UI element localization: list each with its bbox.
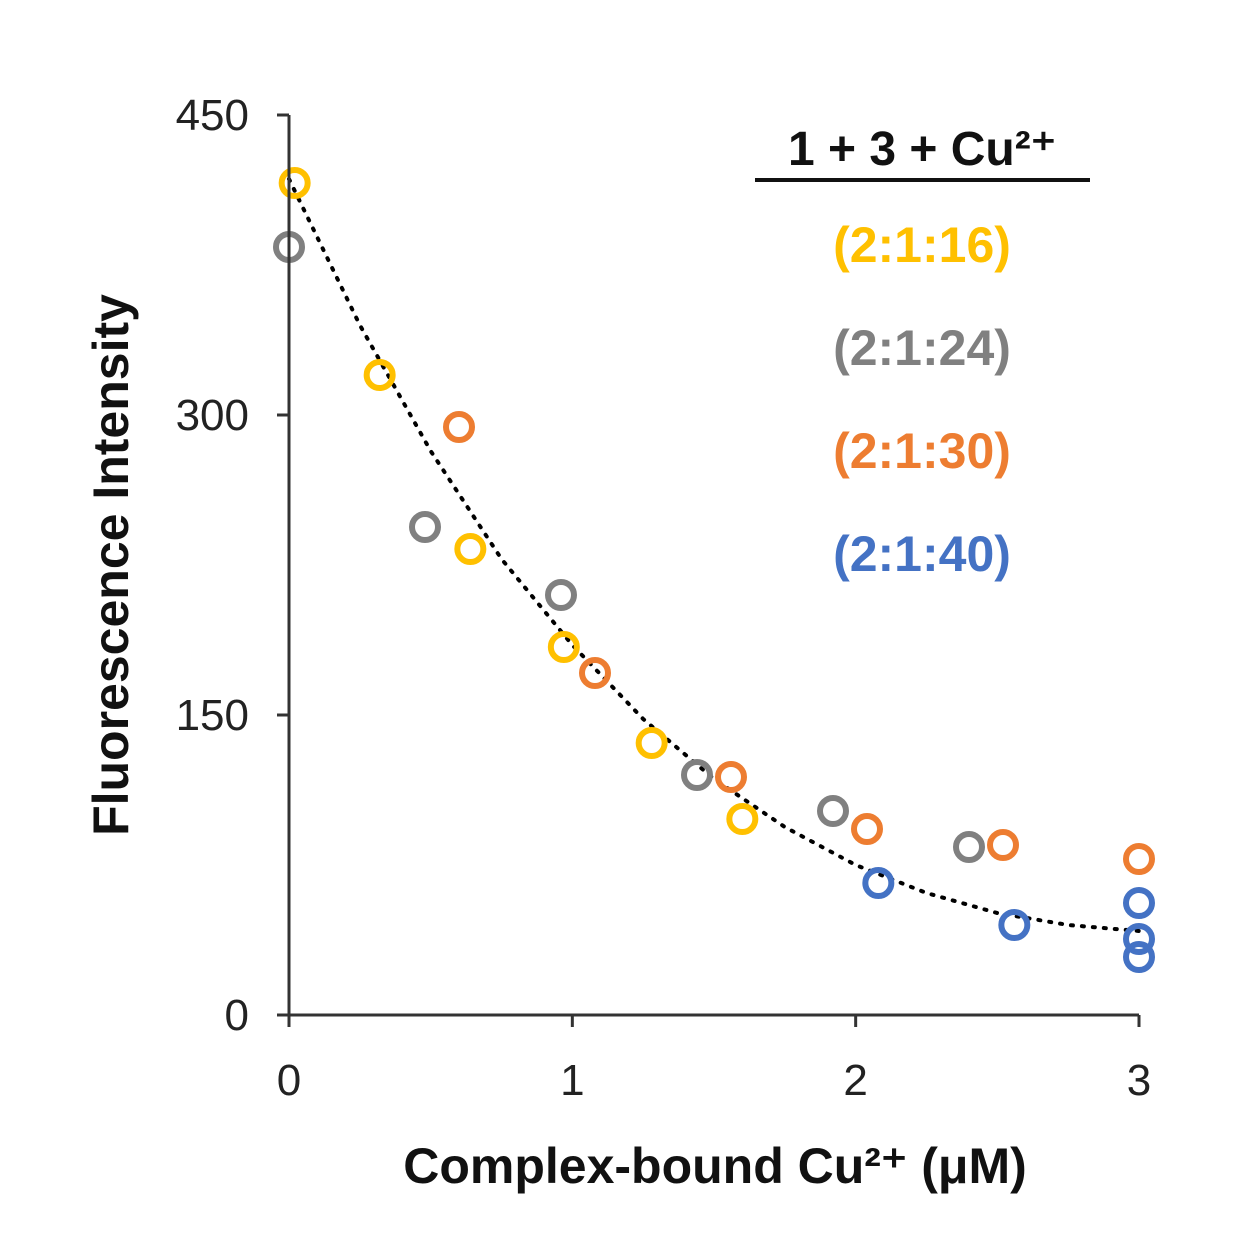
data-point [1123, 923, 1155, 955]
x-tick-label: 2 [843, 1056, 867, 1105]
series-3 [443, 411, 1155, 875]
legend-entry: (2:1:40) [833, 526, 1011, 582]
data-point [454, 533, 487, 565]
x-tick-label: 0 [277, 1056, 301, 1105]
legend-entry: (2:1:30) [833, 423, 1011, 479]
data-point [579, 657, 611, 689]
y-axis-title: Fluorescence Intensity [83, 294, 139, 836]
data-point [681, 759, 713, 791]
y-tick-label: 150 [176, 691, 249, 740]
data-point [1123, 843, 1155, 875]
data-point [443, 411, 475, 443]
data-point [1123, 941, 1155, 973]
data-point [998, 909, 1031, 941]
legend-title: 1 + 3 + Cu²⁺ [788, 123, 1056, 176]
data-point [817, 795, 849, 827]
plot-area [273, 167, 1155, 973]
data-point [1123, 887, 1155, 919]
y-tick-label: 450 [176, 91, 249, 140]
data-point [547, 631, 580, 663]
trendline-layer [287, 177, 1141, 933]
axes: 0 150 300 450 0 1 2 3 [176, 91, 1152, 1105]
legend-entry: (2:1:16) [833, 217, 1011, 273]
data-point [726, 803, 759, 835]
data-point [635, 727, 668, 759]
trendline [287, 177, 1141, 933]
points-layer [273, 167, 1155, 973]
data-point [715, 761, 747, 793]
data-point [409, 511, 441, 543]
x-ticks: 0 1 2 3 [277, 1015, 1151, 1105]
legend-entry: (2:1:24) [833, 320, 1011, 376]
data-point [545, 579, 577, 611]
y-ticks: 0 150 300 450 [176, 91, 289, 1040]
data-point [851, 813, 883, 845]
data-point [953, 831, 985, 863]
x-axis-title: Complex-bound Cu²⁺ (μM) [403, 1138, 1027, 1194]
series-4 [862, 867, 1155, 973]
data-point [987, 829, 1019, 861]
series-1 [278, 167, 759, 835]
legend-entries: (2:1:16) (2:1:24) (2:1:30) (2:1:40) [833, 217, 1011, 582]
y-tick-label: 0 [225, 991, 249, 1040]
data-point [278, 167, 311, 199]
x-tick-label: 1 [560, 1056, 584, 1105]
data-point [862, 867, 895, 899]
y-tick-label: 300 [176, 391, 249, 440]
data-point [363, 359, 396, 391]
x-tick-label: 3 [1127, 1056, 1151, 1105]
legend: 1 + 3 + Cu²⁺ (2:1:16)(2:1:24)(2:1:30)(2:… [755, 123, 1090, 582]
